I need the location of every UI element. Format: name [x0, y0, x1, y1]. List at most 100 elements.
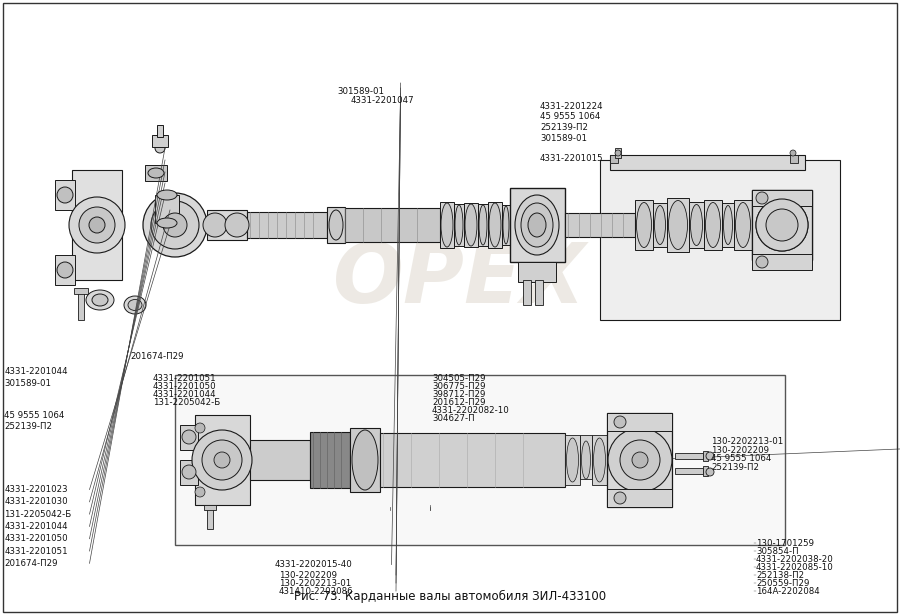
Text: 130-2202213-01: 130-2202213-01: [711, 437, 783, 446]
Bar: [615, 148, 621, 158]
Bar: [478, 204, 488, 246]
Bar: [207, 507, 213, 529]
Circle shape: [766, 209, 798, 241]
Text: 45 9555 1064: 45 9555 1064: [4, 411, 65, 419]
Ellipse shape: [455, 205, 463, 245]
Circle shape: [756, 256, 768, 268]
Text: 252139-П2: 252139-П2: [540, 123, 588, 132]
Text: 4331-2201030: 4331-2201030: [4, 498, 68, 506]
Circle shape: [608, 428, 672, 492]
Text: 301589-01: 301589-01: [540, 134, 587, 143]
Text: 4331-2201044: 4331-2201044: [4, 522, 68, 531]
Bar: [653, 203, 667, 247]
Bar: [580, 435, 592, 479]
Ellipse shape: [329, 210, 343, 240]
Bar: [704, 200, 722, 250]
Bar: [535, 280, 543, 305]
Bar: [752, 254, 812, 270]
Bar: [195, 415, 250, 505]
Text: 252138-П2: 252138-П2: [756, 571, 804, 579]
Text: 4331-2201044: 4331-2201044: [4, 367, 68, 376]
Bar: [345, 208, 440, 242]
Bar: [518, 262, 556, 282]
Bar: [565, 213, 635, 237]
Bar: [175, 375, 785, 545]
Bar: [790, 155, 798, 163]
Text: 4331-2202015-40: 4331-2202015-40: [274, 560, 352, 569]
Circle shape: [202, 440, 242, 480]
Bar: [703, 451, 708, 461]
Text: 130-2202209: 130-2202209: [279, 571, 337, 579]
Circle shape: [756, 199, 808, 251]
Text: 304627-П: 304627-П: [432, 414, 474, 423]
Ellipse shape: [157, 218, 177, 228]
Circle shape: [225, 213, 249, 237]
Bar: [78, 290, 84, 320]
Ellipse shape: [441, 203, 453, 247]
Circle shape: [163, 213, 187, 237]
Circle shape: [756, 199, 808, 251]
Bar: [72, 170, 122, 280]
Text: 131-2205042-Б: 131-2205042-Б: [4, 510, 72, 518]
Circle shape: [195, 487, 205, 497]
Bar: [675, 453, 703, 459]
Circle shape: [790, 150, 796, 156]
Text: 4331-2202085-10: 4331-2202085-10: [756, 563, 833, 571]
Ellipse shape: [515, 195, 559, 255]
Circle shape: [214, 452, 230, 468]
Circle shape: [615, 150, 621, 156]
Text: 304505-П29: 304505-П29: [432, 374, 485, 383]
Bar: [204, 505, 216, 510]
Bar: [610, 155, 618, 163]
Circle shape: [155, 143, 165, 153]
Circle shape: [706, 452, 714, 460]
Ellipse shape: [157, 190, 177, 200]
Ellipse shape: [566, 438, 579, 482]
Text: 4331-2202082-10: 4331-2202082-10: [432, 406, 509, 415]
Circle shape: [203, 213, 227, 237]
Ellipse shape: [706, 202, 721, 247]
Text: 131-2205042-Б: 131-2205042-Б: [153, 399, 220, 407]
Text: 4331-2201044: 4331-2201044: [153, 391, 217, 399]
Bar: [592, 435, 607, 485]
Text: Рис. 73. Карданные валы автомобиля ЗИЛ-433100: Рис. 73. Карданные валы автомобиля ЗИЛ-4…: [294, 589, 606, 603]
Text: 301589-01: 301589-01: [4, 379, 51, 387]
Bar: [327, 207, 345, 243]
Ellipse shape: [86, 290, 114, 310]
Bar: [180, 425, 198, 450]
Circle shape: [89, 217, 105, 233]
Text: 130-2202209: 130-2202209: [711, 446, 769, 454]
Text: 130-2202213-01: 130-2202213-01: [279, 579, 351, 587]
Bar: [350, 428, 380, 492]
Circle shape: [182, 430, 196, 444]
Text: 252139-П2: 252139-П2: [4, 423, 52, 431]
Ellipse shape: [465, 204, 477, 246]
Bar: [689, 202, 704, 248]
Bar: [607, 489, 672, 507]
Circle shape: [192, 430, 252, 490]
Text: 4331-2202038-20: 4331-2202038-20: [756, 555, 833, 563]
Text: 4331-2201224: 4331-2201224: [540, 102, 604, 111]
Bar: [510, 188, 565, 262]
Text: 4331-2201051: 4331-2201051: [4, 547, 68, 555]
Ellipse shape: [479, 205, 487, 245]
Ellipse shape: [148, 168, 164, 178]
Text: OPEX: OPEX: [333, 239, 587, 320]
Text: 4331-2201050: 4331-2201050: [153, 383, 217, 391]
Text: 301589-01: 301589-01: [338, 87, 384, 95]
Circle shape: [79, 207, 115, 243]
Bar: [152, 135, 168, 147]
Bar: [157, 125, 163, 137]
Circle shape: [57, 262, 73, 278]
Circle shape: [69, 197, 125, 253]
Bar: [752, 190, 812, 260]
Ellipse shape: [724, 205, 733, 245]
Bar: [250, 440, 310, 480]
Bar: [55, 255, 75, 285]
Bar: [145, 165, 167, 181]
Text: 164A-2202084: 164A-2202084: [756, 587, 820, 595]
Bar: [734, 200, 752, 250]
Circle shape: [756, 192, 768, 204]
Circle shape: [151, 201, 199, 249]
Bar: [55, 180, 75, 210]
